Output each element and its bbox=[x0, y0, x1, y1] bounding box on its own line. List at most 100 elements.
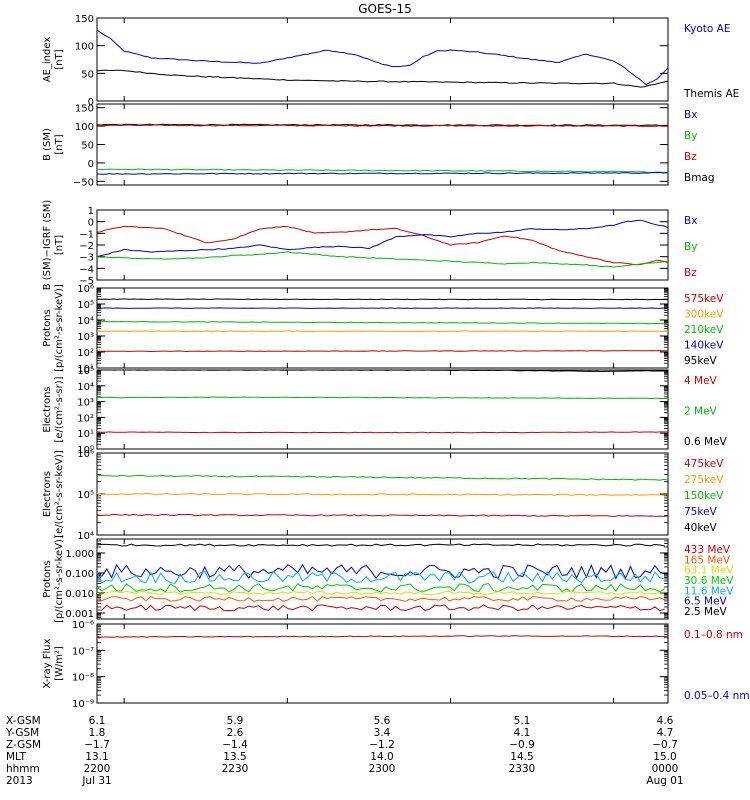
legend-entry: 0.1–0.8 nm bbox=[684, 629, 743, 641]
x-row-name: Y-GSM bbox=[5, 727, 39, 739]
legend-entry: Themis AE bbox=[683, 88, 739, 100]
legend-entry: 210keV bbox=[684, 324, 724, 336]
y-tick-label: 10² bbox=[77, 413, 94, 424]
y-tick-label: −2 bbox=[79, 241, 94, 252]
x-row-value: Aug 01 bbox=[646, 775, 683, 787]
panel-frame bbox=[96, 369, 669, 450]
legend-entry: 95keV bbox=[684, 355, 718, 367]
x-row-value: 5.1 bbox=[514, 715, 531, 727]
x-row-value: 3.4 bbox=[374, 727, 391, 739]
x-row-value: 2330 bbox=[509, 763, 536, 775]
y-axis-unit: [nT] bbox=[54, 49, 65, 69]
series-line-bx bbox=[97, 219, 668, 258]
panel-6: 10⁴ 10⁵ 10⁶ Electrons [e/(cm²-s-sr-keV)] 475k… bbox=[42, 449, 724, 542]
y-axis-label: B (SM) bbox=[42, 128, 53, 161]
series-line-bmag bbox=[97, 123, 668, 127]
series-line-0-1-0-8-nm bbox=[97, 635, 668, 638]
y-tick-label: 10⁴ bbox=[77, 316, 94, 327]
y-axis-unit: [p/(cm²-s-sr-keV)] bbox=[54, 284, 65, 372]
x-row-value: 5.6 bbox=[374, 715, 391, 727]
legend-entry: 4 MeV bbox=[684, 375, 718, 387]
legend-entry: Bx bbox=[684, 109, 697, 121]
panel-4: 10¹ 10² 10³ 10⁴ 10⁵ 10⁶ Protons [p/(cm²-s-sr-ke… bbox=[42, 284, 724, 375]
x-row-value: 0000 bbox=[652, 763, 679, 775]
panel-frame bbox=[96, 17, 669, 102]
series-line-275kev bbox=[97, 492, 668, 496]
x-row-value: 2.6 bbox=[227, 727, 244, 739]
x-row-value: 14.0 bbox=[370, 751, 393, 763]
x-row-value: 14.5 bbox=[510, 751, 533, 763]
series-line-by bbox=[97, 251, 668, 268]
series-line-0-6-mev bbox=[97, 370, 668, 373]
series-line-bz bbox=[97, 225, 668, 266]
y-tick-label: 50 bbox=[81, 69, 94, 80]
series-line-165-mev bbox=[97, 595, 665, 602]
series-line-bz bbox=[97, 124, 668, 128]
series-line-433-mev bbox=[97, 604, 665, 612]
y-axis-unit: [W/m²] bbox=[54, 646, 65, 681]
x-row-value: −0.9 bbox=[509, 739, 535, 751]
legend-entry: 11.6 MeV bbox=[684, 585, 734, 597]
x-row-name: hhmm bbox=[6, 763, 40, 775]
y-tick-label: 10⁶ bbox=[77, 284, 94, 295]
series-line-30-6-mev bbox=[97, 582, 665, 593]
legend-entry: 575keV bbox=[684, 293, 724, 305]
series-line-themis-ae bbox=[97, 69, 668, 88]
series-line-575kev bbox=[97, 350, 668, 353]
series-line-150kev bbox=[97, 474, 668, 481]
y-axis-label: Protons bbox=[42, 309, 53, 346]
x-row-value: 2300 bbox=[369, 763, 396, 775]
series-group bbox=[97, 29, 668, 88]
panel-frame bbox=[96, 623, 669, 704]
y-tick-label: 0.100 bbox=[65, 569, 94, 580]
legend-entry: 2.5 MeV bbox=[684, 606, 728, 618]
series-line-140kev bbox=[97, 307, 668, 309]
y-tick-label: 10⁻⁶ bbox=[72, 620, 94, 631]
y-tick-label: 0 bbox=[88, 218, 94, 229]
legend-entry: 6.5 MeV bbox=[684, 596, 728, 608]
x-row-value: 6.1 bbox=[89, 715, 106, 727]
x-row-value: −0.7 bbox=[652, 739, 678, 751]
y-tick-label: 10¹ bbox=[77, 429, 94, 440]
series-group bbox=[97, 635, 668, 638]
x-row-name: 2013 bbox=[6, 775, 33, 787]
y-tick-label: −5 bbox=[79, 276, 94, 287]
panel-2: −50 0 50 100 150 B (SM) [nT] Bx By Bz Bmag bbox=[42, 103, 715, 188]
y-tick-label: 10⁵ bbox=[77, 490, 94, 501]
panel-1: 0 50 100 150 AE_index [nT] Kyoto AE Themis AE bbox=[42, 14, 739, 108]
y-tick-label: 10⁵ bbox=[77, 366, 94, 377]
y-axis-label: B (SM)−IGRF (SM) bbox=[42, 200, 53, 291]
x-row-value: 4.6 bbox=[657, 715, 674, 727]
series-line-95kev bbox=[97, 298, 668, 301]
y-tick-label: −1 bbox=[79, 229, 94, 240]
panel-5: 10⁰ 10¹ 10² 10³ 10⁴ 10⁵ Electrons [e/(cm²-s-sr)… bbox=[42, 366, 728, 456]
y-tick-label: 0.010 bbox=[65, 589, 94, 600]
y-axis-label: Protons bbox=[42, 560, 53, 597]
y-tick-label: 0.001 bbox=[65, 609, 94, 620]
x-row-name: Z-GSM bbox=[6, 739, 41, 751]
series-line-bx bbox=[97, 171, 668, 175]
y-axis-label: X-ray Flux bbox=[42, 638, 53, 688]
x-row-value: 13.1 bbox=[85, 751, 108, 763]
y-tick-label: 10³ bbox=[77, 332, 94, 343]
y-axis-unit: [nT] bbox=[54, 235, 65, 255]
series-line-475kev bbox=[97, 513, 668, 517]
series-group bbox=[97, 123, 668, 175]
x-row-value: 4.1 bbox=[514, 727, 531, 739]
series-group bbox=[97, 474, 668, 517]
series-line-63-1-mev bbox=[97, 590, 665, 596]
legend-entry: 475keV bbox=[684, 458, 724, 470]
y-axis-unit: [p/(cm²-s-sr-keV)] bbox=[54, 535, 65, 623]
series-line-4-mev bbox=[97, 431, 668, 434]
legend-entry: 433 MeV bbox=[684, 544, 731, 556]
legend-entry: By bbox=[684, 241, 697, 253]
y-axis-unit: [e/(cm²-s-sr)] bbox=[54, 376, 65, 442]
x-row-value: 1.8 bbox=[89, 727, 106, 739]
x-axis-table: X-GSM 6.1 5.9 5.6 5.1 4.6 Y-GSM 1.8 2.6 3.4 4.1 4.7… bbox=[5, 715, 684, 787]
y-axis-label: Electrons bbox=[42, 386, 53, 432]
y-tick-label: 10⁰ bbox=[77, 445, 94, 456]
legend-entry: 0.05–0.4 nm bbox=[684, 690, 750, 702]
y-axis-unit: [nT] bbox=[54, 134, 65, 154]
